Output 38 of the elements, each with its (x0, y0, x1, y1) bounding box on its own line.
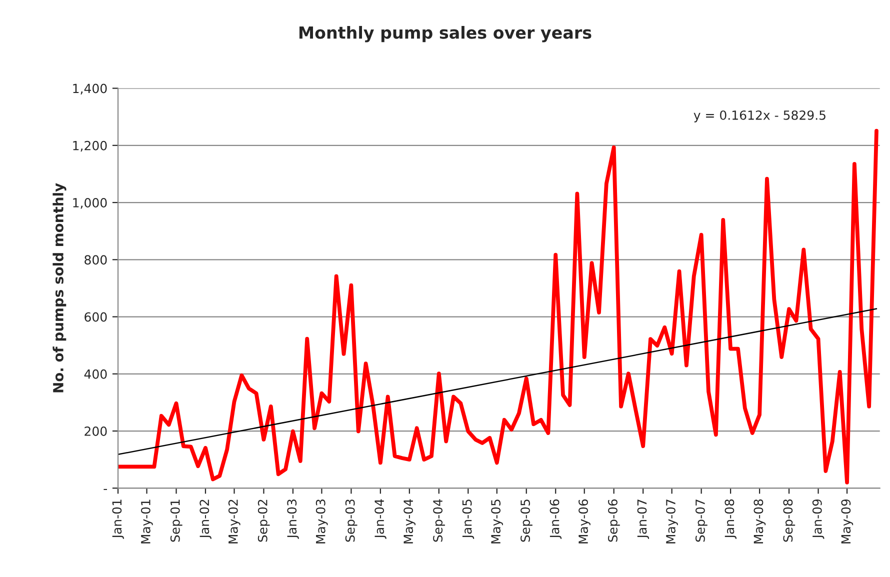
x-tick-label: Jan-04 (374, 499, 386, 539)
x-tick-label: May-06 (578, 499, 590, 544)
x-tick-label: Sep-08 (783, 499, 796, 542)
x-tick-label: Jan-06 (550, 499, 562, 539)
x-tick-label: Sep-01 (170, 500, 182, 542)
y-tick-label: 600 (84, 312, 107, 322)
y-tick-label: - (104, 488, 107, 490)
x-tick-label: Jan-02 (200, 500, 212, 539)
x-tick-label: May-01 (140, 500, 153, 544)
x-tick-label: Sep-02 (258, 500, 270, 542)
x-tick-label: May-02 (228, 500, 240, 544)
chart-title: Monthly pump sales over years (299, 26, 592, 42)
y-tick-label: 800 (84, 255, 107, 265)
x-tick-label: Sep-04 (433, 499, 445, 542)
x-tick-label: May-09 (841, 499, 854, 544)
y-tick-label: 200 (84, 426, 107, 436)
x-tick-label: Jan-01 (112, 500, 124, 539)
y-tick-label: 1,400 (73, 84, 107, 94)
x-tick-label: Jan-05 (462, 500, 474, 539)
x-tick-label: Jan-07 (637, 500, 650, 539)
x-tick-label: Sep-03 (345, 500, 358, 542)
x-tick-label: May-07 (666, 500, 678, 544)
x-tick-label: Jan-03 (287, 500, 299, 539)
x-tick-label: May-08 (754, 499, 766, 544)
x-tick-label: Sep-07 (695, 500, 708, 542)
line-series (118, 128, 878, 484)
y-tick-label: 1,000 (73, 198, 107, 209)
x-tick-label: Jan-09 (812, 499, 824, 539)
y-tick-label: 400 (84, 369, 107, 379)
x-tick-label: May-03 (316, 500, 328, 544)
y-axis-title: No. of pumps sold monthly (52, 183, 66, 392)
y-tick-label: 1,200 (73, 140, 107, 152)
x-tick-label: May-04 (404, 499, 416, 544)
x-tick-label: Sep-05 (520, 500, 532, 542)
x-tick-label: Sep-06 (608, 499, 620, 542)
x-tick-label: Jan-08 (724, 499, 737, 539)
annotation: y = 0.1612x - 5829.5 (694, 110, 826, 122)
x-tick-label: May-05 (491, 500, 503, 544)
